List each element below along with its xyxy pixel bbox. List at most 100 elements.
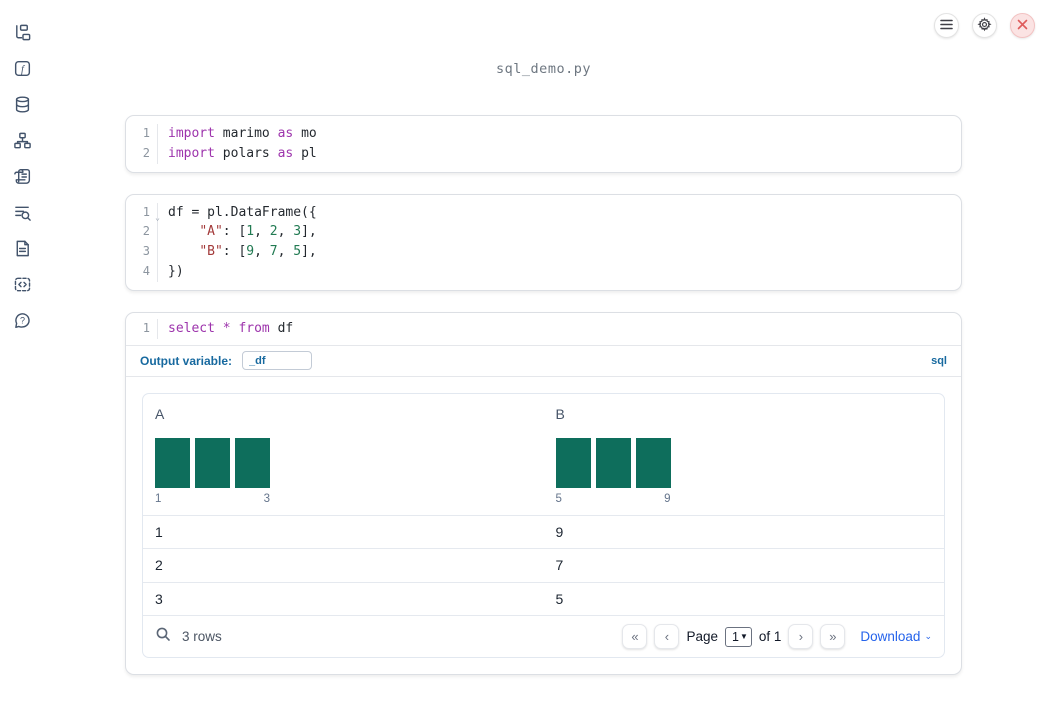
sidebar-item-help[interactable]: ? — [12, 312, 32, 331]
code-text: import polars as pl — [168, 145, 317, 161]
line-number: 3 — [126, 242, 158, 262]
code-text: import marimo as mo — [168, 126, 317, 141]
histogram-max-label: 3 — [263, 492, 270, 505]
svg-text:?: ? — [19, 315, 24, 325]
pagination: « ‹ Page 1 ▼ of 1 › » Download ⌄ — [622, 624, 932, 650]
code-editor[interactable]: 1 import marimo as mo 2 import polars as pl — [126, 116, 961, 172]
search-icon — [155, 626, 171, 647]
line-number: 1 — [126, 318, 158, 339]
logs-search-icon — [13, 203, 32, 225]
page-label: Page — [686, 629, 718, 645]
table-cell: 9 — [555, 523, 564, 540]
functions-icon: f — [13, 59, 32, 81]
chevron-down-icon: ⌄ — [924, 631, 932, 642]
code-line: 1 select * from df — [126, 318, 961, 339]
notebook-menu-button[interactable] — [934, 13, 959, 38]
page-select-value: 1 — [732, 629, 739, 644]
code-line: 1 ⌄ df = pl.DataFrame({ — [126, 202, 961, 223]
output-variable-row: Output variable: sql — [126, 346, 961, 377]
line-number: 2 — [126, 222, 158, 243]
output-variable-input[interactable] — [242, 351, 313, 371]
table-cell: 2 — [155, 557, 163, 574]
histogram-bar — [195, 437, 230, 488]
sql-editor[interactable]: 1 select * from df — [126, 313, 961, 346]
settings-button[interactable] — [972, 13, 997, 38]
column-name: B — [555, 405, 565, 422]
code-editor[interactable]: 1 ⌄ df = pl.DataFrame({2 "A": [1, 2, 3], 3 … — [126, 195, 961, 290]
code-line: 4}) — [126, 261, 961, 282]
chevrons-left-icon: « — [631, 629, 639, 645]
search-button[interactable] — [155, 626, 171, 647]
chevrons-right-icon: » — [829, 629, 837, 645]
histogram-min-label: 1 — [155, 492, 162, 505]
code-line: 1 import marimo as mo — [126, 124, 961, 144]
sidebar-item-datasources[interactable] — [12, 95, 32, 115]
sidebar-item-file-explorer[interactable] — [12, 24, 32, 43]
next-page-button[interactable]: › — [788, 624, 814, 650]
table-cell: 1 — [155, 523, 163, 540]
sidebar-item-variables[interactable]: f — [12, 60, 32, 79]
notebook-filename: sql_demo.py — [496, 61, 591, 77]
line-number: 2 — [126, 143, 158, 164]
notebook-controls — [934, 13, 1035, 38]
histogram-bar — [235, 437, 270, 488]
scratchpad-icon — [13, 167, 32, 189]
sidebar-item-dependencies[interactable] — [12, 132, 32, 151]
download-button[interactable]: Download ⌄ — [860, 629, 932, 644]
fold-chevron-icon[interactable]: ⌄ — [155, 212, 160, 222]
gear-icon — [977, 16, 992, 35]
code-text: df = pl.DataFrame({ — [168, 204, 317, 220]
code-text: }) — [168, 263, 184, 279]
code-text: "B": [9, 7, 5], — [199, 244, 317, 260]
table-cell: 3 — [155, 590, 163, 607]
histogram-bar — [155, 437, 190, 488]
code-cell-dataframe[interactable]: 1 ⌄ df = pl.DataFrame({2 "A": [1, 2, 3], 3 … — [125, 193, 962, 291]
code-line: 2 import polars as pl — [126, 143, 961, 164]
shutdown-button[interactable] — [1010, 13, 1035, 38]
sidebar-item-documentation[interactable] — [12, 240, 32, 259]
line-number: 4 — [126, 261, 158, 282]
svg-text:f: f — [21, 64, 26, 75]
last-page-button[interactable]: » — [820, 624, 846, 650]
document-icon — [13, 239, 32, 261]
histogram-max-label: 9 — [664, 492, 671, 505]
sidebar: f — [0, 0, 44, 713]
histogram-bar — [555, 437, 591, 488]
page-total-label: of 1 — [758, 629, 782, 645]
table-cell: 7 — [555, 557, 564, 574]
file-tree-icon — [13, 23, 32, 45]
page-select[interactable]: 1 ▼ — [725, 626, 752, 647]
dependency-graph-icon — [13, 131, 32, 153]
notebook-main: sql_demo.py 1 import marimo as mo 2 import … — [125, 0, 962, 676]
code-cell-imports[interactable]: 1 import marimo as mo 2 import polars as pl — [125, 115, 962, 173]
sql-cell[interactable]: 1 select * from df Output variable: sql A… — [125, 311, 962, 676]
column-name: A — [155, 405, 165, 422]
chevron-down-icon: ▼ — [739, 632, 748, 642]
sidebar-item-snippets[interactable] — [12, 276, 32, 295]
code-line: 3 "B": [9, 7, 5], — [126, 242, 961, 262]
download-label: Download — [860, 629, 921, 645]
snippets-icon — [13, 275, 32, 297]
prev-page-button[interactable]: ‹ — [654, 624, 680, 650]
code-text: select * from df — [168, 320, 294, 336]
chevron-right-icon: › — [798, 629, 804, 645]
close-icon — [1017, 18, 1028, 33]
chevron-left-icon: ‹ — [664, 629, 670, 645]
table-footer: 3 rows « ‹ Page 1 ▼ of 1 › » Downlo — [143, 616, 944, 657]
sidebar-item-scratchpad[interactable] — [12, 168, 32, 187]
code-line: 2 "A": [1, 2, 3], — [126, 222, 961, 243]
language-badge: sql — [931, 354, 947, 367]
histogram-bar — [635, 437, 671, 488]
table-cell: 5 — [555, 590, 564, 607]
sidebar-item-logs[interactable] — [12, 204, 32, 223]
first-page-button[interactable]: « — [622, 624, 648, 650]
output-variable-label: Output variable: — [140, 353, 233, 368]
row-count: 3 rows — [182, 629, 222, 645]
